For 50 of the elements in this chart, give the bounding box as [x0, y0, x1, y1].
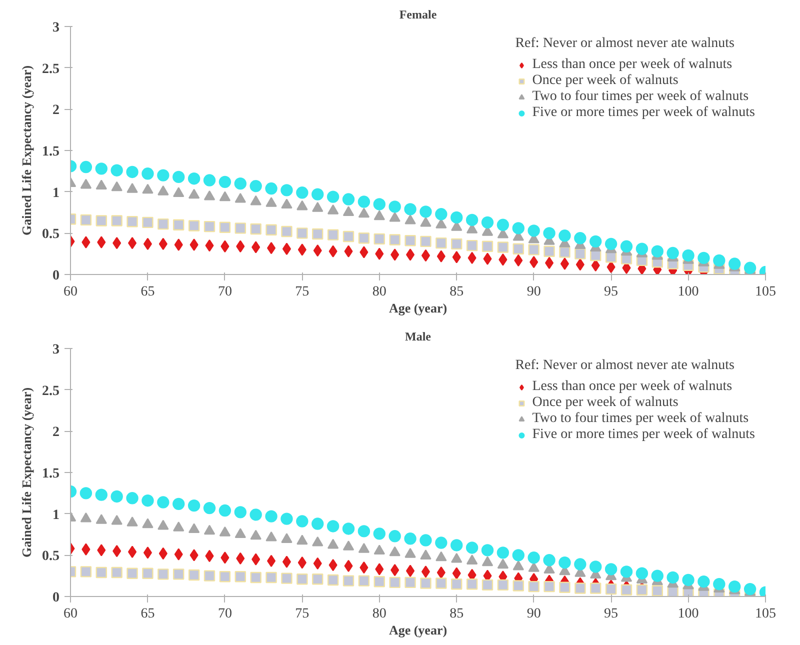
- legend-label: Two to four times per week of walnuts: [532, 411, 749, 427]
- legend-title: Ref: Never or almost never ate walnuts: [515, 358, 736, 374]
- legend-label: Two to four times per week of walnuts: [532, 89, 749, 105]
- x-tick-label: 80: [372, 284, 386, 300]
- legend-label: Once per week of walnuts: [532, 73, 678, 89]
- x-tick-label: 85: [450, 284, 464, 300]
- y-tick-label: 1: [52, 186, 60, 201]
- x-tick-label: 75: [295, 284, 310, 300]
- x-axis-title: Age (year): [388, 622, 448, 638]
- y-tick-label: 2.5: [42, 62, 60, 77]
- x-tick-label: 105: [755, 606, 776, 622]
- x-tick-label: 80: [372, 606, 386, 622]
- y-tick-label: 0: [52, 590, 60, 606]
- y-tick-label: 1.5: [42, 144, 60, 160]
- x-tick-label: 75: [295, 606, 310, 622]
- x-tick-label: 70: [218, 284, 232, 300]
- y-axis-title: Gained Life Expectancy (year): [19, 387, 34, 558]
- x-tick-label: 90: [526, 606, 541, 622]
- y-tick-label: 3: [52, 342, 60, 358]
- x-tick-label: 95: [604, 284, 618, 300]
- x-tick-label: 105: [755, 284, 776, 300]
- x-tick-label: 100: [678, 606, 699, 622]
- chart-title: Female: [399, 8, 438, 22]
- y-tick-label: 1: [52, 508, 60, 523]
- x-tick-label: 60: [64, 606, 78, 622]
- y-tick-label: 2: [52, 103, 60, 118]
- legend-label: Less than once per week of walnuts: [532, 57, 732, 73]
- x-tick-label: 100: [678, 284, 699, 300]
- y-tick-label: 1.5: [42, 466, 60, 482]
- chart-title: Male: [405, 330, 432, 344]
- x-tick-label: 65: [140, 284, 155, 300]
- y-tick-label: 2: [52, 425, 60, 440]
- x-tick-label: 65: [140, 606, 155, 622]
- x-tick-label: 90: [526, 284, 541, 300]
- legend-label: Less than once per week of walnuts: [532, 379, 732, 395]
- x-tick-label: 70: [218, 606, 232, 622]
- y-tick-label: 0: [52, 268, 60, 284]
- y-tick-label: 0.5: [42, 549, 60, 564]
- y-tick-label: 2.5: [42, 384, 60, 399]
- x-tick-label: 60: [64, 284, 78, 300]
- legend-label: Five or more times per week of walnuts: [532, 105, 755, 121]
- y-tick-label: 0.5: [42, 227, 60, 242]
- legend-title: Ref: Never or almost never ate walnuts: [515, 36, 736, 52]
- y-tick-label: 3: [52, 20, 60, 36]
- x-axis-title: Age (year): [388, 300, 448, 316]
- y-axis-title: Gained Life Expectancy (year): [19, 65, 34, 236]
- legend-label: Five or more times per week of walnuts: [532, 427, 755, 443]
- x-tick-label: 95: [604, 606, 618, 622]
- x-tick-label: 85: [450, 606, 464, 622]
- legend-label: Once per week of walnuts: [532, 395, 678, 411]
